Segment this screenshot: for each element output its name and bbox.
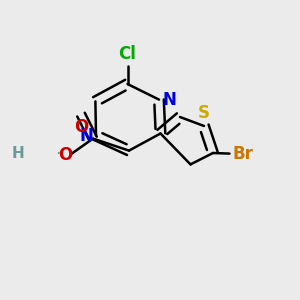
- Text: Br: Br: [232, 145, 254, 163]
- Text: N: N: [79, 127, 93, 145]
- Text: O: O: [74, 118, 88, 136]
- Text: O: O: [58, 146, 72, 164]
- Text: N: N: [163, 91, 176, 109]
- Text: Cl: Cl: [118, 45, 136, 63]
- Text: ·: ·: [56, 145, 62, 163]
- Text: H: H: [12, 146, 25, 160]
- Text: S: S: [198, 103, 210, 122]
